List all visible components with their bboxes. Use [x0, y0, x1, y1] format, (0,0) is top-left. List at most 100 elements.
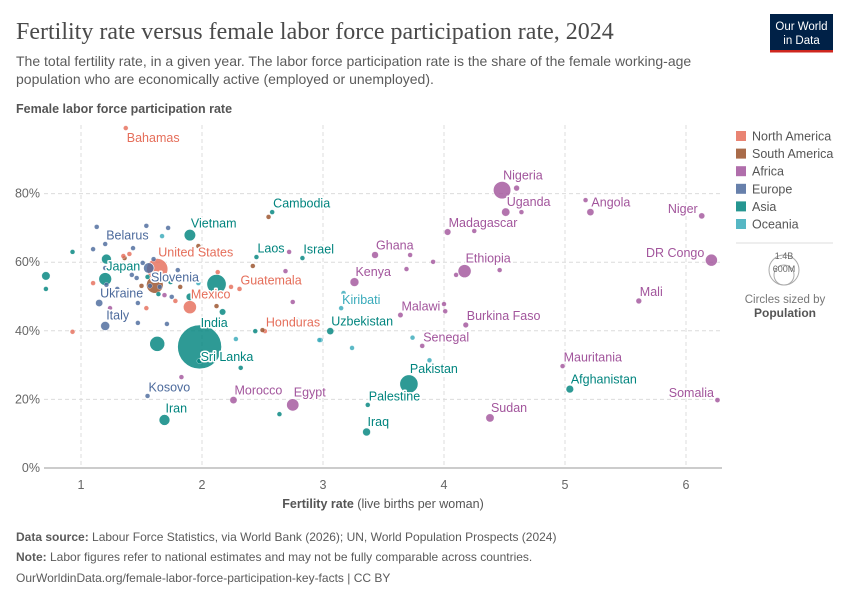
point-iran[interactable] — [158, 414, 171, 426]
data-point[interactable] — [41, 271, 51, 281]
point-palestine[interactable] — [365, 402, 371, 408]
data-point[interactable] — [134, 275, 140, 281]
data-point[interactable] — [177, 284, 183, 290]
data-point[interactable] — [143, 305, 149, 311]
point-belarus[interactable] — [102, 241, 108, 247]
data-point[interactable] — [130, 245, 136, 251]
data-point[interactable] — [126, 251, 132, 257]
point-uzbekistan[interactable] — [326, 327, 334, 335]
data-point[interactable] — [138, 283, 145, 289]
point-vietnam[interactable] — [183, 229, 196, 242]
point-ukraine[interactable] — [95, 299, 103, 307]
data-point[interactable] — [228, 284, 234, 290]
point-italy[interactable] — [100, 321, 110, 331]
point-israel[interactable] — [299, 255, 305, 261]
data-point[interactable] — [135, 300, 141, 306]
point-somalia[interactable] — [714, 397, 721, 403]
data-point[interactable] — [282, 268, 289, 274]
data-point[interactable] — [169, 294, 175, 300]
data-point[interactable] — [186, 293, 194, 301]
data-point[interactable] — [159, 233, 165, 239]
point-mali[interactable] — [635, 297, 642, 304]
point-kenya[interactable] — [349, 277, 359, 287]
point-burkina-faso[interactable] — [462, 322, 469, 328]
data-point[interactable] — [265, 214, 272, 220]
data-point[interactable] — [259, 327, 266, 333]
data-point[interactable] — [151, 256, 157, 262]
point-bahamas[interactable] — [123, 125, 129, 131]
data-point[interactable] — [175, 267, 181, 273]
data-point[interactable] — [120, 253, 126, 259]
data-point[interactable] — [164, 321, 170, 327]
data-point[interactable] — [233, 336, 239, 342]
data-point[interactable] — [195, 280, 201, 286]
data-point[interactable] — [295, 317, 301, 323]
data-point[interactable] — [219, 308, 226, 316]
point-afghanistan[interactable] — [565, 385, 574, 394]
data-point[interactable] — [286, 249, 292, 255]
data-point[interactable] — [43, 286, 49, 292]
data-point[interactable] — [250, 263, 256, 269]
data-point[interactable] — [252, 328, 258, 334]
point-malawi[interactable] — [397, 312, 404, 318]
data-point[interactable] — [213, 303, 220, 309]
point-mexico[interactable] — [183, 300, 197, 315]
data-point[interactable] — [129, 272, 135, 278]
data-point[interactable] — [103, 282, 109, 288]
data-point[interactable] — [215, 269, 221, 275]
source-url-link[interactable]: OurWorldinData.org/female-labor-force-pa… — [16, 571, 390, 585]
data-point[interactable] — [145, 274, 151, 280]
data-point[interactable] — [290, 299, 296, 305]
data-point[interactable] — [195, 243, 201, 249]
point-angola[interactable] — [586, 208, 595, 216]
data-point[interactable] — [90, 246, 96, 252]
data-point[interactable] — [90, 280, 96, 286]
data-point[interactable] — [94, 224, 100, 230]
data-point[interactable] — [407, 252, 413, 258]
data-point[interactable] — [206, 274, 227, 295]
legend-item-asia[interactable]: Asia — [736, 200, 776, 214]
data-point[interactable] — [430, 259, 436, 265]
point-cambodia[interactable] — [269, 209, 275, 215]
point-ghana[interactable] — [371, 251, 379, 259]
data-point[interactable] — [513, 185, 520, 192]
point-laos[interactable] — [253, 254, 260, 260]
legend-item-africa[interactable]: Africa — [736, 165, 784, 179]
data-point[interactable] — [167, 279, 174, 285]
data-point[interactable] — [178, 374, 184, 380]
point-slovenia[interactable] — [147, 283, 153, 289]
data-point[interactable] — [518, 209, 524, 215]
data-point[interactable] — [135, 320, 141, 326]
data-point[interactable] — [403, 266, 410, 272]
data-point[interactable] — [238, 365, 244, 371]
point-morocco[interactable] — [229, 396, 238, 404]
data-point[interactable] — [349, 345, 355, 351]
data-point[interactable] — [107, 305, 113, 311]
point-sudan[interactable] — [485, 413, 495, 423]
point-india[interactable] — [177, 324, 222, 370]
data-point[interactable] — [69, 249, 76, 255]
data-point[interactable] — [143, 223, 149, 229]
data-point[interactable] — [143, 262, 155, 274]
point-pakistan[interactable] — [399, 374, 419, 394]
point-niger[interactable] — [698, 212, 705, 220]
point-kosovo[interactable] — [145, 393, 151, 399]
point-madagascar[interactable] — [444, 228, 451, 236]
data-point[interactable] — [161, 292, 168, 298]
data-point[interactable] — [583, 197, 589, 203]
data-point[interactable] — [69, 329, 76, 335]
data-point[interactable] — [114, 286, 120, 292]
data-point[interactable] — [101, 254, 112, 265]
legend-item-europe[interactable]: Europe — [736, 182, 792, 196]
data-point[interactable] — [442, 308, 448, 314]
point-senegal[interactable] — [419, 343, 425, 349]
data-point[interactable] — [157, 284, 163, 290]
data-point[interactable] — [149, 336, 166, 352]
data-point[interactable] — [155, 291, 161, 297]
data-point[interactable] — [165, 225, 171, 231]
data-point[interactable] — [276, 411, 282, 417]
point-ethiopia[interactable] — [457, 264, 472, 279]
data-point[interactable] — [102, 265, 108, 271]
point-mauritania[interactable] — [560, 363, 566, 369]
data-point[interactable] — [409, 335, 416, 341]
